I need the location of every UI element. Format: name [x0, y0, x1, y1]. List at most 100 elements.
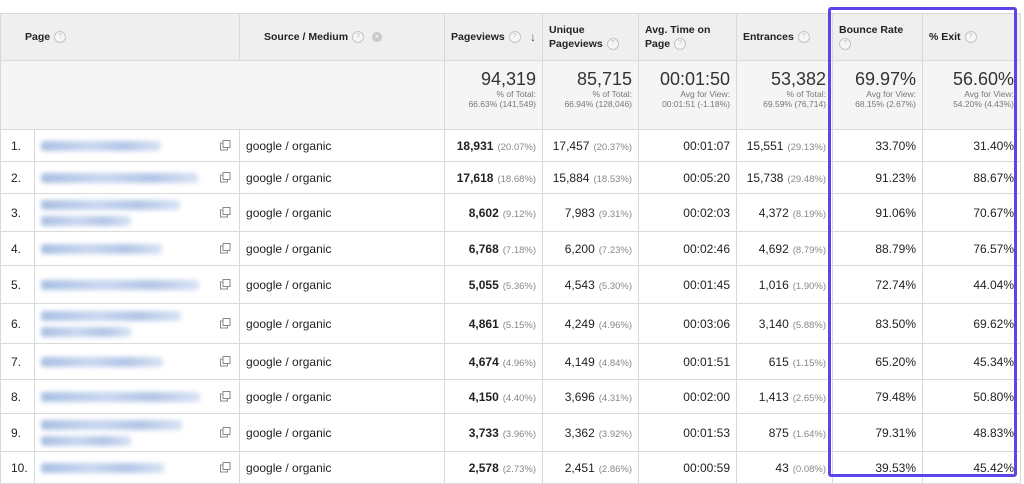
source-medium-cell[interactable]: google / organic [239, 413, 446, 452]
table-row[interactable]: 10. google / organic 2,578 (2.73%) 2,451 (2.8… [0, 451, 1022, 484]
page-cell[interactable] [33, 413, 241, 452]
unique-pageviews-cell: 3,696 (4.31%) [542, 379, 640, 414]
page-link-redacted[interactable] [41, 215, 131, 226]
page-link-redacted[interactable] [41, 310, 181, 321]
open-in-new-window-icon[interactable] [220, 355, 231, 367]
page-link-redacted[interactable] [41, 462, 164, 473]
col-header-page[interactable]: Page? [0, 13, 241, 61]
table-row[interactable]: 7. google / organic 4,674 (4.96%) 4,149 (4.84… [0, 343, 1022, 380]
table-row[interactable]: 8. google / organic 4,150 (4.40%) 3,696 (4.31… [0, 379, 1022, 414]
page-link-redacted[interactable] [41, 199, 180, 210]
page-link-redacted[interactable] [41, 391, 200, 402]
col-header-entrances[interactable]: Entrances? [736, 13, 834, 61]
open-in-new-window-icon[interactable] [220, 390, 231, 402]
page-link-redacted[interactable] [41, 140, 161, 151]
avg-time-cell: 00:01:51 [638, 343, 738, 380]
table-row[interactable]: 2. google / organic 17,618 (18.68%) 15,884 (1… [0, 161, 1022, 194]
pageviews-pct: (9.12%) [502, 208, 537, 220]
table-row[interactable]: 3. google / organic 8,602 (9.12%) 7,983 (9.31… [0, 193, 1022, 232]
pageviews-cell: 4,674 (4.96%) [444, 343, 544, 380]
open-in-new-window-icon[interactable] [220, 461, 231, 473]
pageviews-pct: (18.68%) [497, 173, 537, 185]
source-medium-cell[interactable]: google / organic [239, 231, 446, 266]
help-icon[interactable]: ? [606, 38, 619, 51]
exit-cell: 48.83% [922, 413, 1022, 452]
table-row[interactable]: 1. google / organic 18,931 (20.07%) 17,457 (2… [0, 129, 1022, 162]
col-header-bounce-rate[interactable]: Bounce Rate ? [832, 13, 924, 61]
page-cell[interactable] [33, 129, 241, 162]
page-link-redacted[interactable] [41, 356, 163, 367]
source-medium-cell[interactable]: google / organic [239, 129, 446, 162]
page-cell[interactable] [33, 193, 241, 232]
page-link-redacted[interactable] [41, 243, 162, 254]
table-row[interactable]: 9. google / organic 3,733 (3.96%) 3,362 (3.92… [0, 413, 1022, 452]
table-row[interactable]: 6. google / organic 4,861 (5.15%) 4,249 (4.96… [0, 303, 1022, 344]
source-medium-cell[interactable]: google / organic [239, 265, 446, 304]
total-sub-value: 54.20% (4.43%) [953, 99, 1015, 109]
source-medium-cell[interactable]: google / organic [239, 451, 446, 484]
unique-pageviews-value: 4,543 [564, 277, 595, 292]
page-link-redacted[interactable] [41, 279, 199, 290]
exit-cell: 45.42% [922, 451, 1022, 484]
page-link-redacted[interactable] [41, 172, 198, 183]
pageviews-pct: (7.18%) [502, 244, 537, 256]
col-header-avg-time[interactable]: Avg. Time on Page? [638, 13, 738, 61]
col-header-source-medium[interactable]: Source / Medium? × [239, 13, 446, 61]
table-row[interactable]: 4. google / organic 6,768 (7.18%) 6,200 (7.23… [0, 231, 1022, 266]
page-cell[interactable] [33, 265, 241, 304]
col-header-unique-pageviews-label-2: Pageviews [549, 38, 603, 50]
bounce-rate-cell: 83.50% [832, 303, 924, 344]
page-cell[interactable] [33, 451, 241, 484]
sort-desc-icon[interactable]: ↓ [530, 30, 537, 44]
open-in-new-window-icon[interactable] [220, 171, 231, 183]
source-medium-cell[interactable]: google / organic [239, 161, 446, 194]
pageviews-pct: (20.07%) [497, 141, 537, 153]
source-medium-cell[interactable]: google / organic [239, 303, 446, 344]
open-in-new-window-icon[interactable] [220, 426, 231, 438]
open-in-new-window-icon[interactable] [220, 278, 231, 290]
col-header-pageviews[interactable]: Pageviews? ↓ [444, 13, 544, 61]
avg-time-cell: 00:02:46 [638, 231, 738, 266]
open-in-new-window-icon[interactable] [220, 242, 231, 254]
pageviews-pct: (5.36%) [502, 280, 537, 292]
help-icon[interactable]: ? [964, 31, 977, 44]
report-table: Page? Source / Medium? × Pageviews? ↓ Uniq… [0, 13, 1022, 484]
pageviews-pct: (2.73%) [502, 463, 537, 475]
bounce-rate-cell: 88.79% [832, 231, 924, 266]
entrances-cell: 43 (0.08%) [736, 451, 834, 484]
help-icon[interactable]: ? [674, 38, 687, 51]
pageviews-cell: 5,055 (5.36%) [444, 265, 544, 304]
source-medium-cell[interactable]: google / organic [239, 193, 446, 232]
row-index: 9. [0, 413, 35, 452]
col-header-exit[interactable]: % Exit? [922, 13, 1022, 61]
open-in-new-window-icon[interactable] [220, 206, 231, 218]
page-cell[interactable] [33, 231, 241, 266]
page-cell[interactable] [33, 343, 241, 380]
unique-pageviews-pct: (18.53%) [593, 173, 633, 185]
page-link-redacted[interactable] [41, 435, 131, 446]
source-medium-cell[interactable]: google / organic [239, 379, 446, 414]
help-icon[interactable]: ? [839, 38, 852, 51]
page-link-redacted[interactable] [41, 419, 182, 430]
table-row[interactable]: 5. google / organic 5,055 (5.36%) 4,543 (5.30… [0, 265, 1022, 304]
help-icon[interactable]: ? [797, 31, 810, 44]
page-cell[interactable] [33, 161, 241, 194]
open-in-new-window-icon[interactable] [220, 317, 231, 329]
help-icon[interactable]: ? [508, 31, 521, 44]
entrances-value: 1,016 [758, 277, 789, 292]
remove-dimension-icon[interactable]: × [372, 32, 383, 43]
help-icon[interactable]: ? [352, 31, 365, 44]
entrances-cell: 15,738 (29.48%) [736, 161, 834, 194]
open-in-new-window-icon[interactable] [220, 139, 231, 151]
row-index: 5. [0, 265, 35, 304]
total-value: 00:01:50 [659, 69, 731, 89]
pageviews-value: 5,055 [468, 277, 499, 292]
page-cell[interactable] [33, 379, 241, 414]
entrances-pct: (2.65%) [792, 392, 827, 404]
page-cell[interactable] [33, 303, 241, 344]
entrances-pct: (8.79%) [792, 244, 827, 256]
page-link-redacted[interactable] [41, 326, 131, 337]
help-icon[interactable]: ? [54, 31, 67, 44]
col-header-unique-pageviews[interactable]: Unique Pageviews? [542, 13, 640, 61]
source-medium-cell[interactable]: google / organic [239, 343, 446, 380]
